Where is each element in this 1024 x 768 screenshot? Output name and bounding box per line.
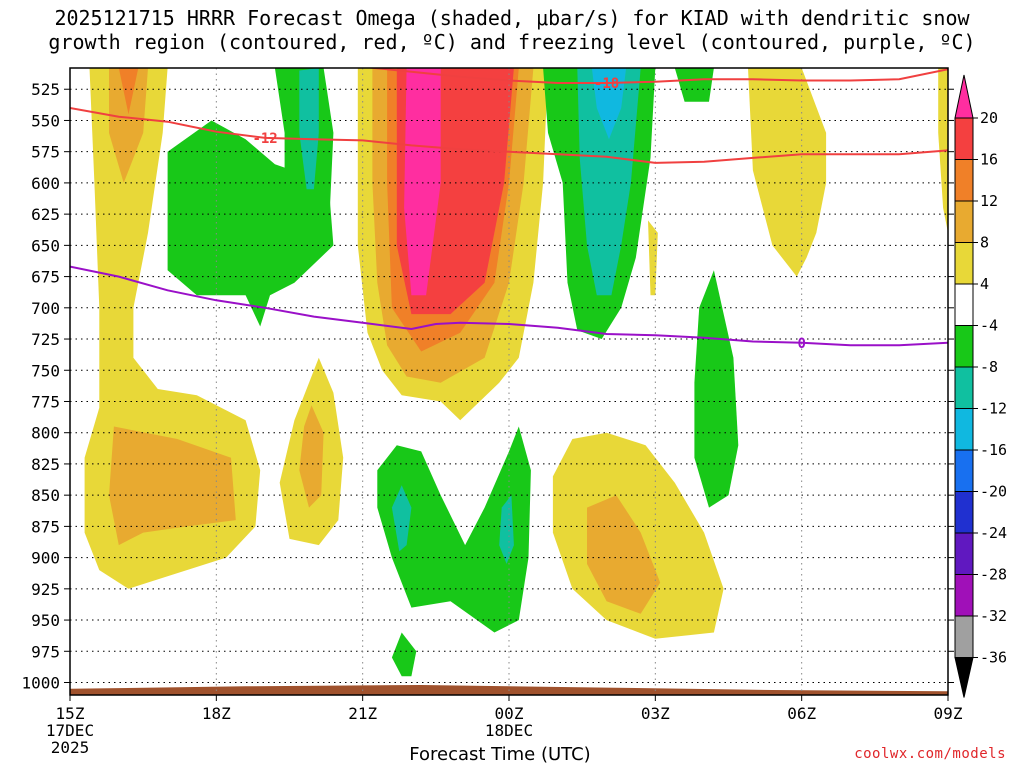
colorbar-label: 16 (980, 151, 998, 169)
colorbar-label: -24 (980, 524, 1007, 542)
x-tick-label: 06Z (787, 704, 816, 723)
title-line-2: growth region (contoured, red, ºC) and f… (48, 30, 976, 54)
grid-lines (70, 68, 948, 695)
y-tick-label: 875 (31, 517, 60, 536)
y-tick-label: 1000 (21, 674, 60, 693)
omega-region (404, 68, 441, 296)
isotherm-label: -18 (594, 76, 619, 92)
colorbar-label: 12 (980, 192, 998, 210)
isotherm-label: -12 (252, 131, 277, 147)
colorbar-segment (954, 325, 974, 368)
y-tick-label: 675 (31, 268, 60, 287)
omega-region (674, 68, 714, 102)
y-tick-label: 750 (31, 361, 60, 380)
y-tick-label: 625 (31, 205, 60, 224)
y-tick-label: 800 (31, 424, 60, 443)
omega-region (391, 632, 417, 677)
colorbar-segment (954, 242, 974, 285)
omega-region (391, 485, 412, 552)
temperature-contours: -18 -12 0 (70, 68, 948, 352)
isotherm-line (70, 107, 948, 164)
omega-region (109, 68, 148, 183)
omega-region (118, 68, 139, 115)
x-tick-label: 15Z (56, 704, 85, 723)
isotherm-line (364, 68, 948, 84)
colorbar-segment (954, 491, 974, 534)
y-tick-label: 900 (31, 549, 60, 568)
y-tick-label: 850 (31, 486, 60, 505)
omega-region (109, 426, 236, 546)
y-axis-ticks: 525 550 575 600 625 650 675 700 725 750 775 800 825 8… (21, 80, 954, 693)
y-tick-label: 650 (31, 236, 60, 255)
y-tick-label: 700 (31, 299, 60, 318)
omega-region (377, 426, 531, 633)
colorbar-label: -4 (980, 317, 998, 335)
colorbar-label: 8 (980, 234, 989, 252)
omega-region (591, 68, 627, 140)
colorbar-label: -28 (980, 566, 1007, 584)
colorbar-legend: 20 16 12 8 4 -4 -8 -12 -16 -20 -24 -28 -32 -36 (954, 74, 1007, 698)
colorbar-label: 4 (980, 275, 989, 293)
colorbar-segment (954, 200, 974, 243)
x-tick-label: 03Z (641, 704, 670, 723)
colorbar-segment (954, 408, 974, 451)
y-tick-label: 775 (31, 392, 60, 411)
omega-region (299, 405, 324, 508)
colorbar-segment (954, 449, 974, 492)
y-tick-label: 925 (31, 580, 60, 599)
x-tick-label: 18Z (202, 704, 231, 723)
y-tick-label: 525 (31, 80, 60, 99)
y-tick-label: 725 (31, 330, 60, 349)
x-tick-label: 09Z (934, 704, 963, 723)
y-tick-label: 600 (31, 174, 60, 193)
colorbar-label: -16 (980, 441, 1007, 459)
omega-region (577, 68, 641, 296)
x-tick-date-label: 2025 (51, 738, 90, 757)
x-tick-label: 21Z (348, 704, 377, 723)
colorbar-segment (954, 159, 974, 202)
colorbar-max-arrow (954, 74, 974, 119)
colorbar-label: 20 (980, 109, 998, 127)
colorbar-segment (954, 532, 974, 575)
omega-region (648, 220, 658, 296)
x-tick-date-label: 17DEC (46, 721, 94, 740)
omega-region (499, 495, 514, 564)
x-axis-label: Forecast Time (UTC) (409, 744, 591, 765)
isotherm-label: 0 (797, 336, 805, 352)
y-tick-label: 825 (31, 455, 60, 474)
title-line-1: 2025121715 HRRR Forecast Omega (shaded, … (54, 6, 970, 30)
colorbar-segment (954, 117, 974, 160)
chart-title: 2025121715 HRRR Forecast Omega (shaded, … (0, 6, 1024, 54)
omega-region (748, 68, 827, 277)
colorbar-label: -20 (980, 483, 1007, 501)
x-tick-date-label: 18DEC (485, 721, 533, 740)
x-tick-label: 00Z (495, 704, 524, 723)
omega-region (299, 68, 319, 190)
omega-region (694, 270, 739, 508)
omega-region (587, 495, 661, 614)
credit-link[interactable]: coolwx.com/models (854, 746, 1006, 762)
y-tick-label: 975 (31, 642, 60, 661)
colorbar-label: -32 (980, 607, 1007, 625)
colorbar-segment (954, 615, 974, 658)
colorbar-segment (954, 574, 974, 617)
y-tick-label: 575 (31, 143, 60, 162)
colorbar-segment (954, 283, 974, 326)
y-tick-label: 550 (31, 111, 60, 130)
colorbar-label: -36 (980, 649, 1007, 667)
y-tick-label: 950 (31, 611, 60, 630)
isotherm-line (70, 265, 948, 347)
colorbar-min-arrow (954, 657, 974, 698)
colorbar-label: -12 (980, 400, 1007, 418)
colorbar-segment (954, 366, 974, 409)
colorbar-label: -8 (980, 358, 998, 376)
omega-shading (70, 68, 948, 695)
